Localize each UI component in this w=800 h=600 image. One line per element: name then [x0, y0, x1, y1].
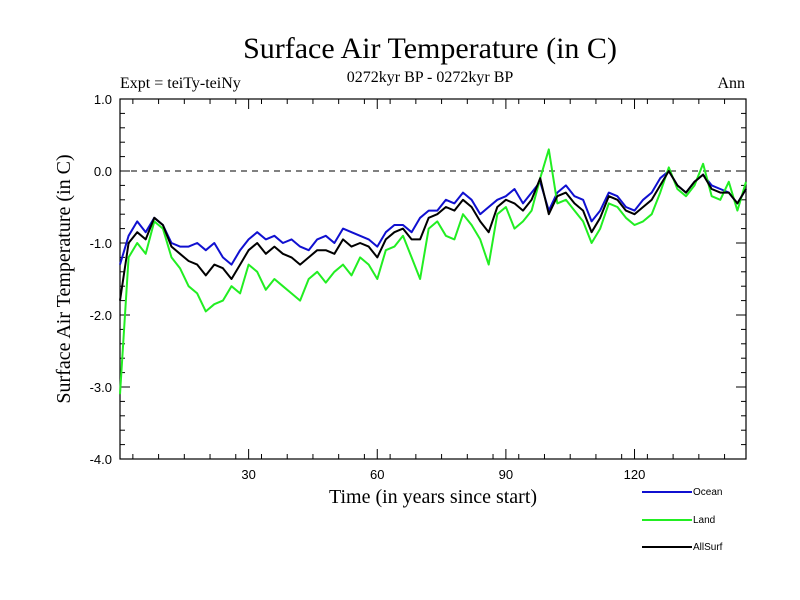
- chart-subtitle: 0272kyr BP - 0272kyr BP: [347, 69, 514, 86]
- series-line-allsurf: [119, 170, 747, 301]
- series-line-ocean: [119, 170, 747, 266]
- y-tick-label: -4.0: [90, 452, 112, 467]
- legend-label-allsurf: AllSurf: [693, 542, 723, 553]
- experiment-label: Expt = teiTy-teiNy: [120, 75, 241, 92]
- legend-label-land: Land: [693, 515, 715, 526]
- y-tick-label: -1.0: [90, 236, 112, 251]
- x-tick-label: 30: [241, 467, 255, 482]
- y-tick-label: -3.0: [90, 380, 112, 395]
- y-axis-ticks: -4.0 -3.0 -2.0 -1.0 0.0 1.0: [90, 92, 746, 467]
- y-tick-label: -2.0: [90, 308, 112, 323]
- season-label: Ann: [717, 75, 745, 92]
- legend-label-ocean: Ocean: [693, 487, 722, 498]
- legend: Ocean Land AllSurf: [642, 487, 723, 553]
- minor-ticks: [120, 98, 746, 460]
- series-line-land: [119, 148, 747, 395]
- y-tick-label: 0.0: [94, 164, 112, 179]
- y-tick-label: 1.0: [94, 92, 112, 107]
- chart-title: Surface Air Temperature (in C): [243, 32, 617, 65]
- x-tick-label: 120: [624, 467, 646, 482]
- x-axis-label: Time (in years since start): [329, 486, 537, 508]
- y-axis-label: Surface Air Temperature (in C): [53, 154, 75, 403]
- series-lines: [119, 148, 747, 395]
- x-axis-ticks: 30 60 90 120: [241, 99, 645, 482]
- plot-frame: [119, 98, 747, 460]
- x-tick-label: 90: [499, 467, 513, 482]
- x-tick-label: 60: [370, 467, 384, 482]
